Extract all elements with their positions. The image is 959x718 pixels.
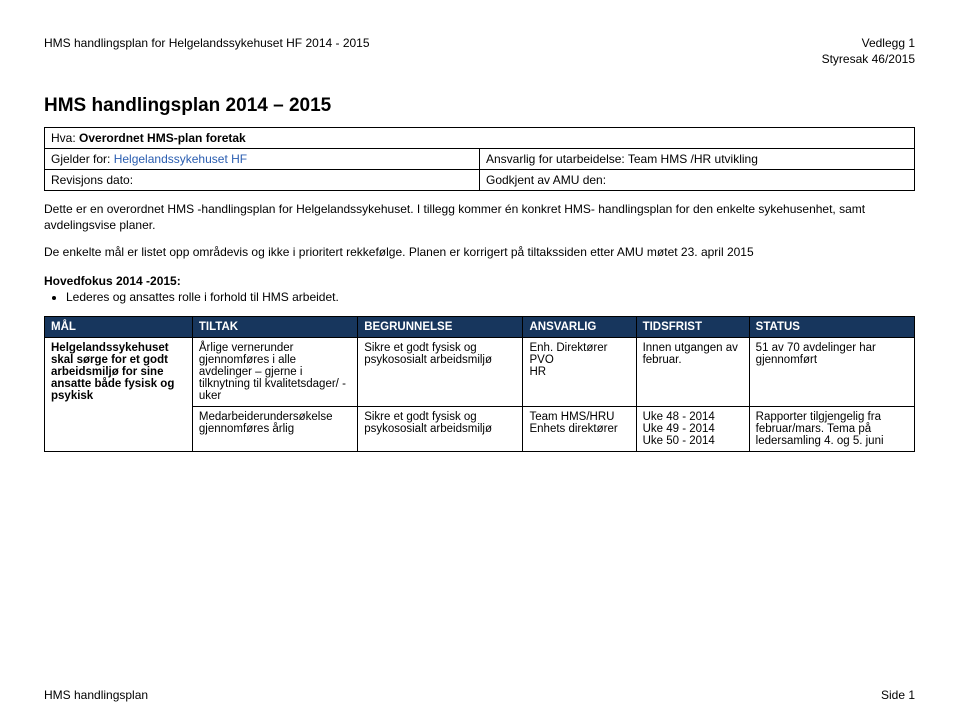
cell-begrunnelse: Sikre et godt fysisk og psykososialt arb… [358,337,523,406]
page-title: HMS handlingsplan 2014 – 2015 [44,95,915,117]
cell-ansvarlig: Team HMS/HRU Enhets direktører [523,406,636,451]
cell-begrunnelse: Sikre et godt fysisk og psykososialt arb… [358,406,523,451]
cell-status: 51 av 70 avdelinger har gjennomført [749,337,914,406]
cell-tiltak: Medarbeiderundersøkelse gjennomføres årl… [192,406,357,451]
doc-attachment-label: Vedlegg 1 [822,36,915,52]
footer-left: HMS handlingsplan [44,688,148,702]
focus-list: Lederes og ansattes rolle i forhold til … [44,290,915,304]
table-row: Helgelandssykehuset skal sørge for et go… [45,337,915,406]
col-ansvarlig: ANSVARLIG [523,316,636,337]
col-begrunnelse: BEGRUNNELSE [358,316,523,337]
focus-title: Hovedfokus 2014 -2015: [44,274,915,288]
intro-p2: De enkelte mål er listet opp områdevis o… [44,244,915,260]
meta-applies-to-value: Helgelandssykehuset HF [114,152,247,166]
col-mal: MÅL [45,316,193,337]
cell-tiltak: Årlige vernerunder gjennomføres i alle a… [192,337,357,406]
meta-table: Hva: Overordnet HMS-plan foretak Gjelder… [44,127,915,191]
intro-p1: Dette er en overordnet HMS -handlingspla… [44,201,915,233]
doc-case-label: Styresak 46/2015 [822,52,915,68]
cell-tidsfrist: Uke 48 - 2014 Uke 49 - 2014 Uke 50 - 201… [636,406,749,451]
intro-text: Dette er en overordnet HMS -handlingspla… [44,201,915,260]
mal-text: Helgelandssykehuset skal sørge for et go… [51,342,174,402]
col-tidsfrist: TIDSFRIST [636,316,749,337]
meta-applies-to: Gjelder for: Helgelandssykehuset HF [45,149,480,170]
doc-header-left: HMS handlingsplan for Helgelandssykehuse… [44,36,370,50]
plan-table: MÅL TILTAK BEGRUNNELSE ANSVARLIG TIDSFRI… [44,316,915,452]
cell-ansvarlig: Enh. Direktører PVO HR [523,337,636,406]
col-status: STATUS [749,316,914,337]
meta-what: Hva: Overordnet HMS-plan foretak [45,128,915,149]
cell-mal: Helgelandssykehuset skal sørge for et go… [45,337,193,451]
cell-status: Rapporter tilgjengelig fra februar/mars.… [749,406,914,451]
meta-responsible: Ansvarlig for utarbeidelse: Team HMS /HR… [480,149,915,170]
focus-item: Lederes og ansattes rolle i forhold til … [66,290,915,304]
meta-approved: Godkjent av AMU den: [480,170,915,191]
meta-what-value: Overordnet HMS-plan foretak [79,131,246,145]
col-tiltak: TILTAK [192,316,357,337]
meta-revision-date: Revisjons dato: [45,170,480,191]
footer-right: Side 1 [881,688,915,702]
cell-tidsfrist: Innen utgangen av februar. [636,337,749,406]
